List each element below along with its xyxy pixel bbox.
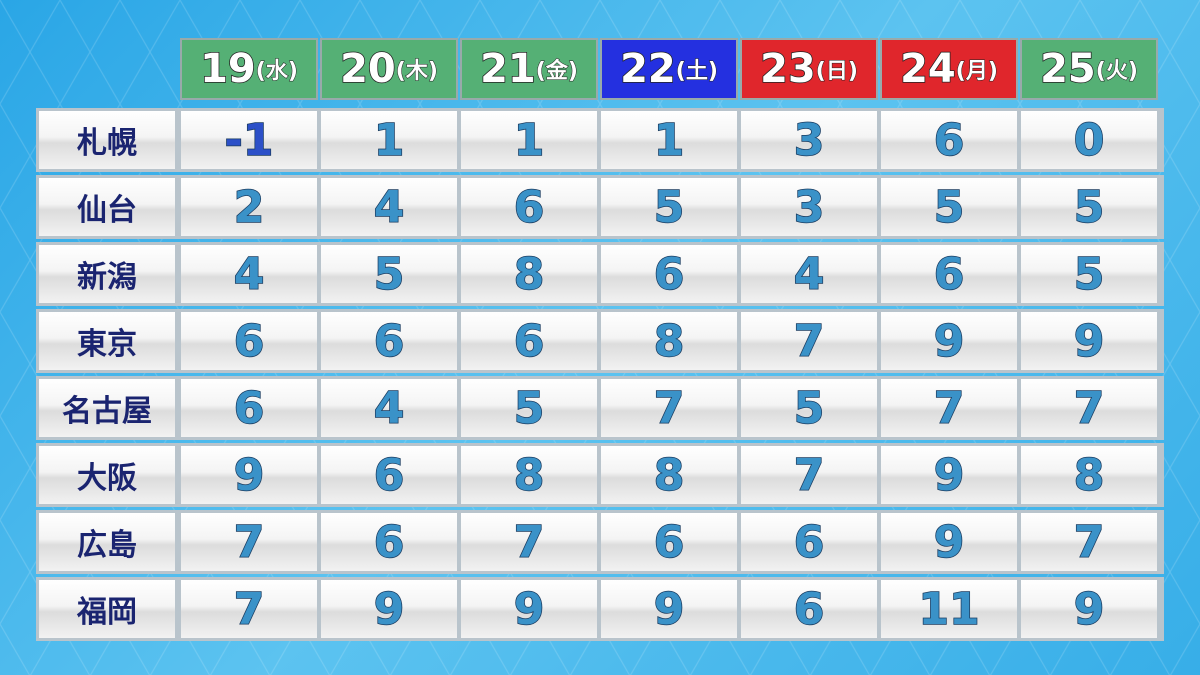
day-header: 23 (日) bbox=[740, 38, 878, 100]
temperature-value: 6 bbox=[461, 178, 597, 236]
temperature-value: 6 bbox=[321, 312, 457, 370]
city-name: 仙台 bbox=[39, 178, 175, 236]
temperature-value: 8 bbox=[1021, 446, 1157, 504]
day-header: 20 (木) bbox=[320, 38, 458, 100]
temperature-value: 9 bbox=[181, 446, 317, 504]
day-weekday: (金) bbox=[535, 59, 578, 85]
temperature-value: -1 bbox=[181, 111, 317, 169]
temperature-value: 6 bbox=[181, 379, 317, 437]
temperature-value: 8 bbox=[461, 446, 597, 504]
temperature-value: 8 bbox=[601, 446, 737, 504]
temperature-value: 9 bbox=[461, 580, 597, 638]
temperature-value: 8 bbox=[461, 245, 597, 303]
day-date: 20 bbox=[339, 45, 396, 93]
day-header: 19 (水) bbox=[180, 38, 318, 100]
temperature-value: 6 bbox=[881, 111, 1017, 169]
day-weekday: (月) bbox=[955, 59, 998, 85]
day-date: 22 bbox=[619, 45, 676, 93]
temperature-value: 6 bbox=[181, 312, 317, 370]
temperature-value: 1 bbox=[321, 111, 457, 169]
temperature-value: 5 bbox=[461, 379, 597, 437]
temperature-value: 5 bbox=[321, 245, 457, 303]
temperature-value: 7 bbox=[1021, 379, 1157, 437]
temperature-value: 1 bbox=[601, 111, 737, 169]
temperature-value: 6 bbox=[881, 245, 1017, 303]
temperature-value: 9 bbox=[881, 312, 1017, 370]
temperature-value: 5 bbox=[1021, 178, 1157, 236]
temperature-value: 5 bbox=[601, 178, 737, 236]
temperature-value: 7 bbox=[741, 446, 877, 504]
city-name: 東京 bbox=[39, 312, 175, 370]
temperature-value: 9 bbox=[1021, 580, 1157, 638]
city-name: 新潟 bbox=[39, 245, 175, 303]
day-header: 22 (土) bbox=[600, 38, 738, 100]
temperature-value: 6 bbox=[601, 245, 737, 303]
temperature-value: 0 bbox=[1021, 111, 1157, 169]
temperature-value: 3 bbox=[741, 178, 877, 236]
temperature-value: 6 bbox=[461, 312, 597, 370]
day-date: 23 bbox=[759, 45, 816, 93]
day-header: 25 (火) bbox=[1020, 38, 1158, 100]
temperature-value: 4 bbox=[181, 245, 317, 303]
temperature-value: 4 bbox=[321, 379, 457, 437]
day-date: 19 bbox=[199, 45, 256, 93]
temperature-value: 5 bbox=[881, 178, 1017, 236]
city-name: 札幌 bbox=[39, 111, 175, 169]
day-date: 24 bbox=[899, 45, 956, 93]
day-weekday: (木) bbox=[395, 59, 438, 85]
temperature-value: 6 bbox=[601, 513, 737, 571]
temperature-value: 9 bbox=[1021, 312, 1157, 370]
day-weekday: (日) bbox=[815, 59, 858, 85]
day-weekday: (水) bbox=[255, 59, 298, 85]
temperature-value: 11 bbox=[881, 580, 1017, 638]
temperature-value: 1 bbox=[461, 111, 597, 169]
day-date: 25 bbox=[1039, 45, 1096, 93]
temperature-value: 7 bbox=[181, 513, 317, 571]
day-header: 24 (月) bbox=[880, 38, 1018, 100]
temperature-value: 5 bbox=[1021, 245, 1157, 303]
city-name: 広島 bbox=[39, 513, 175, 571]
temperature-value: 4 bbox=[321, 178, 457, 236]
temperature-value: 9 bbox=[881, 446, 1017, 504]
temperature-value: 6 bbox=[321, 513, 457, 571]
temperature-value: 7 bbox=[881, 379, 1017, 437]
temperature-value: 7 bbox=[181, 580, 317, 638]
temperature-value: 7 bbox=[461, 513, 597, 571]
day-weekday: (火) bbox=[1095, 59, 1138, 85]
temperature-value: 7 bbox=[1021, 513, 1157, 571]
city-name: 名古屋 bbox=[39, 379, 175, 437]
temperature-value: 9 bbox=[321, 580, 457, 638]
temperature-value: 3 bbox=[741, 111, 877, 169]
temperature-value: 7 bbox=[741, 312, 877, 370]
temperature-value: 6 bbox=[741, 580, 877, 638]
temperature-value: 6 bbox=[321, 446, 457, 504]
temperature-value: 2 bbox=[181, 178, 317, 236]
temperature-value: 9 bbox=[601, 580, 737, 638]
temperature-value: 4 bbox=[741, 245, 877, 303]
city-name: 福岡 bbox=[39, 580, 175, 638]
temperature-value: 5 bbox=[741, 379, 877, 437]
day-header: 21 (金) bbox=[460, 38, 598, 100]
temperature-value: 6 bbox=[741, 513, 877, 571]
city-name: 大阪 bbox=[39, 446, 175, 504]
day-date: 21 bbox=[479, 45, 536, 93]
temperature-value: 8 bbox=[601, 312, 737, 370]
temperature-value: 9 bbox=[881, 513, 1017, 571]
day-weekday: (土) bbox=[675, 59, 718, 85]
temperature-value: 7 bbox=[601, 379, 737, 437]
